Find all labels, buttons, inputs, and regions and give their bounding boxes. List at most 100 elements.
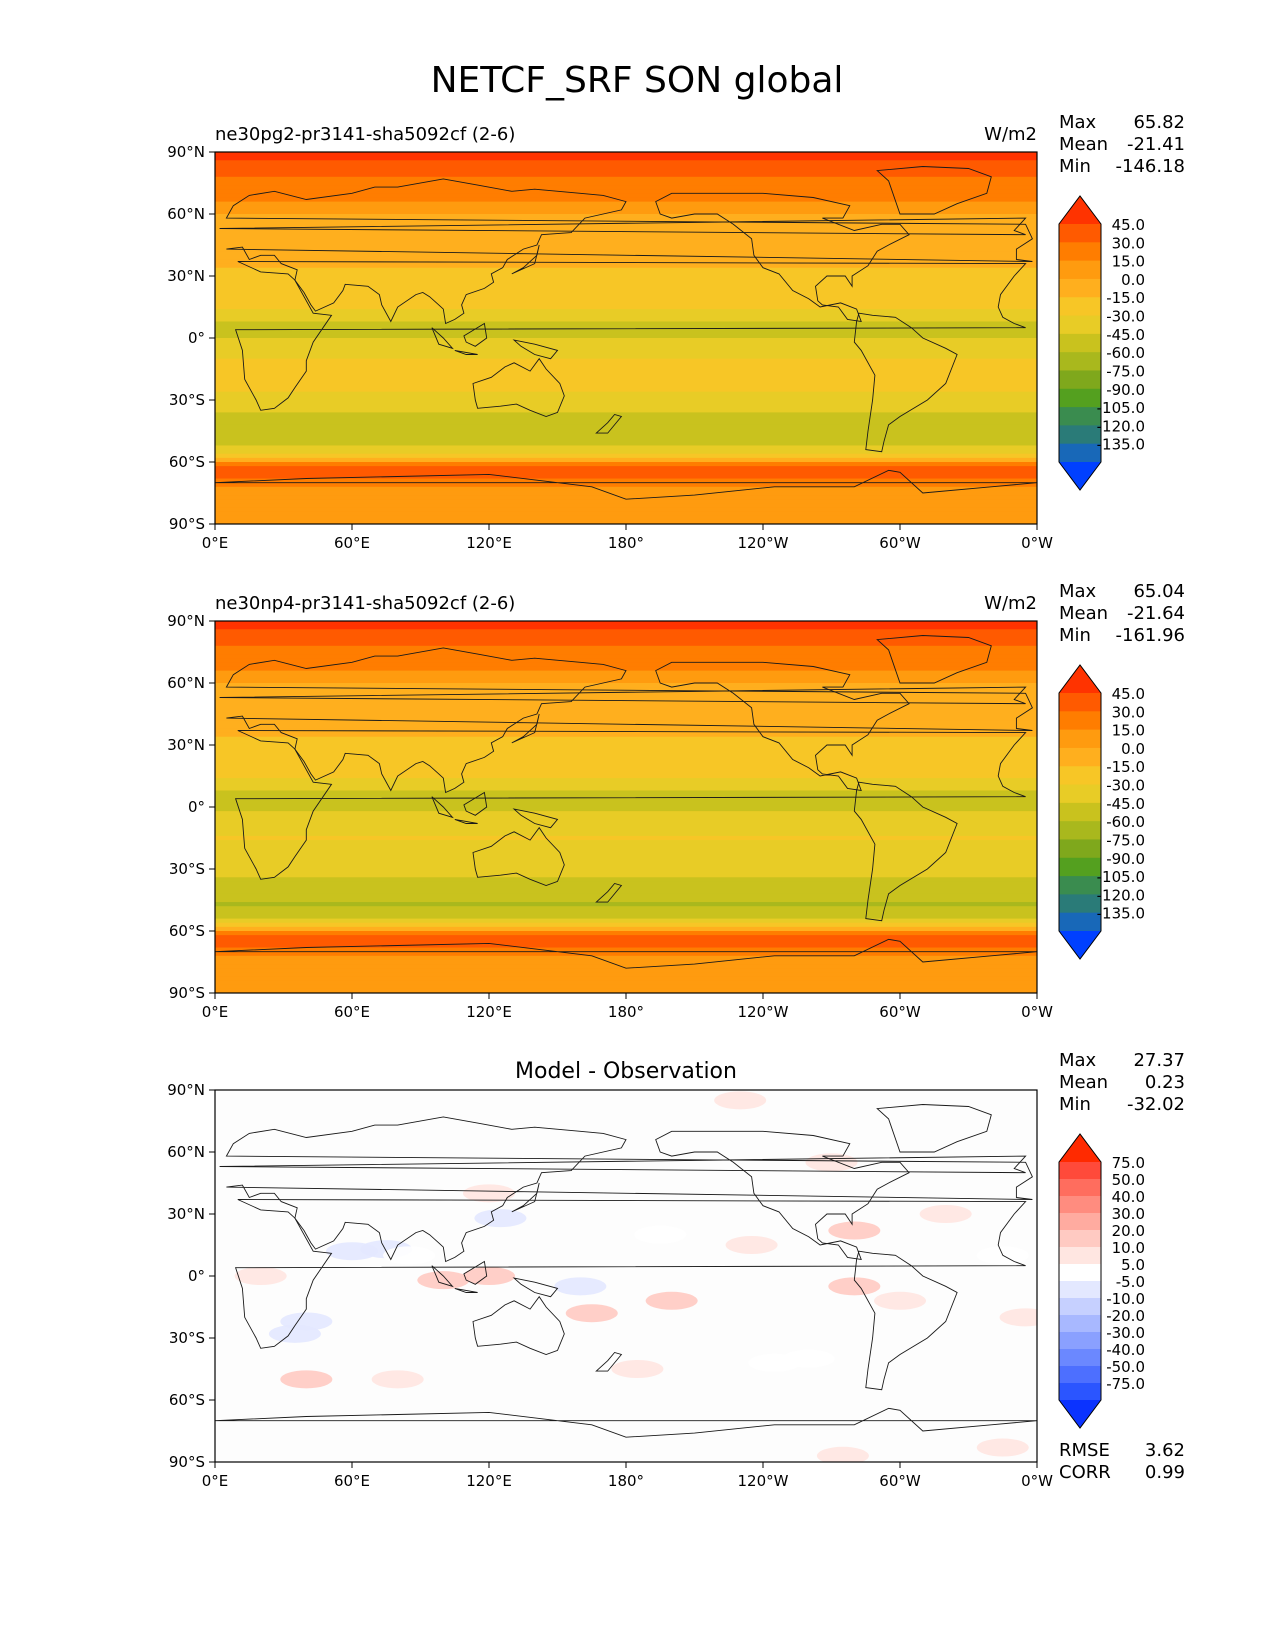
colorbar-segment [1059, 388, 1101, 408]
field-band [215, 296, 1037, 302]
map-plot-area [215, 152, 1037, 524]
field-band [215, 317, 1037, 323]
field-band [215, 511, 1037, 517]
colorbar-label: 10.0 [1112, 1239, 1145, 1257]
colorbar-extend-bottom [1059, 1400, 1101, 1428]
x-tick-label: 0°E [202, 1003, 229, 1021]
field-band [215, 827, 1037, 833]
x-tick-label: 0°W [1021, 534, 1053, 552]
anomaly-patch [234, 1267, 287, 1285]
colorbar-outline [1058, 1133, 1102, 1429]
field-band [215, 346, 1037, 351]
field-band [215, 922, 1037, 928]
y-tick-label: 0° [188, 329, 205, 347]
colorbar-label: -10.0 [1106, 1290, 1145, 1308]
field-band [215, 621, 1037, 626]
field-band [215, 790, 1037, 796]
anomaly-patch [919, 1205, 972, 1223]
y-tick-label: 0° [188, 798, 205, 816]
field-band [215, 238, 1037, 244]
colorbar-segment [1059, 1298, 1101, 1316]
coastline [655, 661, 910, 792]
field-band [215, 416, 1037, 422]
colorbar-label: 50.0 [1112, 1171, 1145, 1189]
field-band [215, 271, 1037, 277]
colorbar-segment [1059, 857, 1101, 877]
colorbar-segment [1059, 802, 1101, 822]
map-plot-area [215, 621, 1037, 993]
stat-value-max: 65.82 [1133, 112, 1185, 133]
x-tick-label: 0°W [1021, 1003, 1053, 1021]
stat-value-min: -161.96 [1116, 625, 1185, 646]
field-band [215, 255, 1037, 261]
coastline [511, 244, 540, 275]
anomaly-patch [976, 1438, 1029, 1457]
y-tick-label: 90°N [167, 143, 205, 161]
y-tick-label: 90°N [167, 612, 205, 630]
field-band [215, 687, 1037, 692]
y-tick-label: 30°N [167, 1205, 205, 1223]
field-band [215, 939, 1037, 944]
colorbar-label: -75.0 [1106, 831, 1145, 849]
field-band [215, 840, 1037, 845]
field-band [215, 769, 1037, 775]
x-tick-label: 180° [608, 534, 644, 552]
colorbar-segment [1059, 1264, 1101, 1282]
field-band [215, 670, 1037, 676]
field-band [215, 449, 1037, 455]
stat-value-min: -32.02 [1127, 1094, 1185, 1115]
y-tick-label: 60°S [169, 1391, 205, 1409]
colorbar-label: 0.0 [1121, 740, 1145, 758]
stat-label-min: Min [1059, 625, 1091, 646]
y-tick-label: 30°N [167, 267, 205, 285]
field-band [215, 515, 1037, 521]
field-band [215, 325, 1037, 331]
colorbar-label: -15.0 [1106, 758, 1145, 776]
field-band [215, 711, 1037, 717]
colorbar-segment [1059, 297, 1101, 317]
y-tick-label: 30°S [169, 391, 205, 409]
colorbar-segment [1059, 1366, 1101, 1384]
coastline [454, 818, 478, 824]
field-band [215, 736, 1037, 742]
field-band [215, 691, 1037, 696]
map-panel-2: ne30np4-pr3141-sha5092cf (2-6) W/m2 0°E 60°… [167, 581, 1185, 1021]
field-band [215, 412, 1037, 418]
field-band [215, 873, 1037, 878]
field-band [215, 222, 1037, 227]
colorbar-segment [1059, 711, 1101, 731]
field-band [215, 350, 1037, 356]
colorbar-label: -45.0 [1106, 326, 1145, 344]
panel-title: Model - Observation [515, 1059, 737, 1084]
panel-title: ne30np4-pr3141-sha5092cf (2-6) [215, 593, 515, 614]
field-band [215, 881, 1037, 887]
colorbar-segment [1059, 224, 1101, 243]
field-band [215, 395, 1037, 401]
field-band [215, 321, 1037, 327]
field-band [215, 201, 1037, 207]
coastline [234, 1199, 1027, 1349]
coastline [512, 1277, 559, 1298]
figure-title: NETCF_SRF SON global [431, 60, 844, 101]
field-band [215, 164, 1037, 170]
field-band [215, 499, 1037, 504]
panel-units: W/m2 [984, 124, 1037, 145]
field-band [215, 637, 1037, 643]
field-band [215, 811, 1037, 816]
anomaly-patch [417, 1271, 470, 1290]
field-band [215, 234, 1037, 240]
colorbar-label: 0.0 [1121, 271, 1145, 289]
coastline [472, 357, 565, 417]
field-band [215, 856, 1037, 862]
colorbar-segment [1059, 766, 1101, 786]
colorbar-extend-top [1059, 1134, 1101, 1162]
colorbar-label: -75.0 [1106, 362, 1145, 380]
colorbar-segment [1059, 1349, 1101, 1367]
y-tick-label: 90°S [169, 515, 205, 533]
field-band [215, 778, 1037, 783]
y-tick-label: 90°S [169, 984, 205, 1002]
colorbar-label: -135.0 [1097, 905, 1145, 923]
y-tick-label: 30°S [169, 860, 205, 878]
field-band [215, 753, 1037, 758]
colorbar-label: 30.0 [1112, 234, 1145, 252]
